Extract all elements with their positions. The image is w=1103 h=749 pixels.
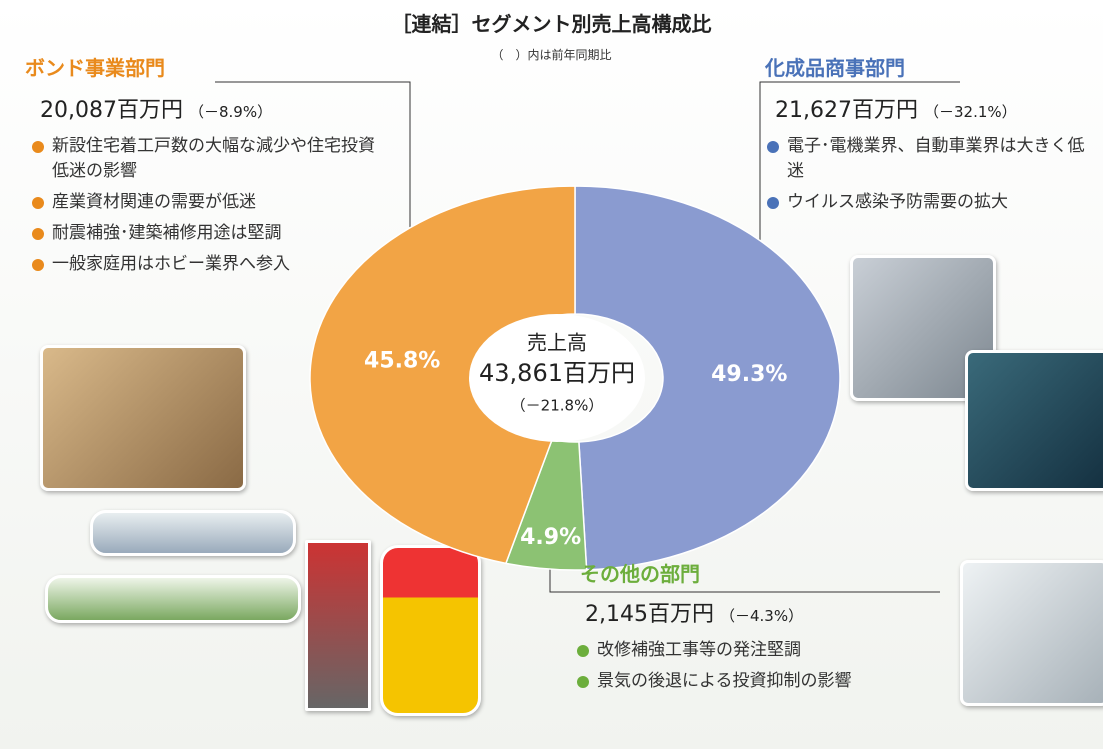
bullet-dot: [32, 141, 44, 153]
value-label: 49.3%: [711, 362, 787, 387]
bullet-dot: [32, 197, 44, 209]
bullet-dot: [32, 259, 44, 271]
center-label: 売上高: [527, 331, 587, 355]
bullet-dot: [767, 197, 779, 209]
segment-change: （－8.9%）: [189, 103, 272, 121]
chart-subtitle: （ ）内は前年同期比: [0, 46, 1103, 63]
segment-amount-row: 20,087百万円 （－8.9%）: [40, 92, 272, 124]
center-change: （－21.8%）: [511, 397, 604, 415]
segment-note: ウイルス感染予防需要の拡大: [765, 190, 1085, 215]
segment-amount-row: 21,627百万円 （－32.1%）: [775, 92, 1017, 124]
segment-name: 化成品商事部門: [765, 52, 905, 81]
segment-note: 耐震補強･建築補修用途は堅調: [30, 221, 385, 246]
segment-amount-row: 2,145百万円 （－4.3%）: [585, 596, 803, 628]
value-label: 4.9%: [520, 525, 581, 550]
segment-note: 一般家庭用はホビー業界へ参入: [30, 252, 385, 277]
segment-notes: 改修補強工事等の発注堅調景気の後退による投資抑制の影響: [575, 632, 945, 694]
bullet-dot: [767, 141, 779, 153]
bullet-dot: [577, 676, 589, 688]
segment-note: 新設住宅着工戸数の大幅な減少や住宅投資低迷の影響: [30, 134, 385, 184]
segment-amount: 21,627百万円: [775, 98, 918, 123]
page: 49.3% 4.9% 45.8% 売上高 43,861百万円 （－21.8%） ［連結］セ…: [0, 0, 1103, 749]
bullet-dot: [32, 228, 44, 240]
segment-notes: 電子･電機業界、自動車業界は大きく低迷ウイルス感染予防需要の拡大: [765, 128, 1085, 215]
segment-note: 産業資材関連の需要が低迷: [30, 190, 385, 215]
segment-amount: 2,145百万円: [585, 602, 714, 627]
segment-note: 改修補強工事等の発注堅調: [575, 638, 945, 663]
center-amount: 43,861百万円: [479, 359, 635, 387]
segment-notes: 新設住宅着工戸数の大幅な減少や住宅投資低迷の影響産業資材関連の需要が低迷耐震補強…: [30, 128, 385, 277]
segment-name: ボンド事業部門: [25, 52, 165, 81]
bullet-dot: [577, 645, 589, 657]
segment-change: （－4.3%）: [720, 607, 803, 625]
chart-title: ［連結］セグメント別売上高構成比: [0, 8, 1103, 37]
segment-note: 電子･電機業界、自動車業界は大きく低迷: [765, 134, 1085, 184]
segment-amount: 20,087百万円: [40, 98, 183, 123]
value-label: 45.8%: [364, 348, 440, 373]
segment-name: その他の部門: [580, 558, 700, 587]
segment-change: （－32.1%）: [924, 103, 1017, 121]
segment-note: 景気の後退による投資抑制の影響: [575, 669, 945, 694]
